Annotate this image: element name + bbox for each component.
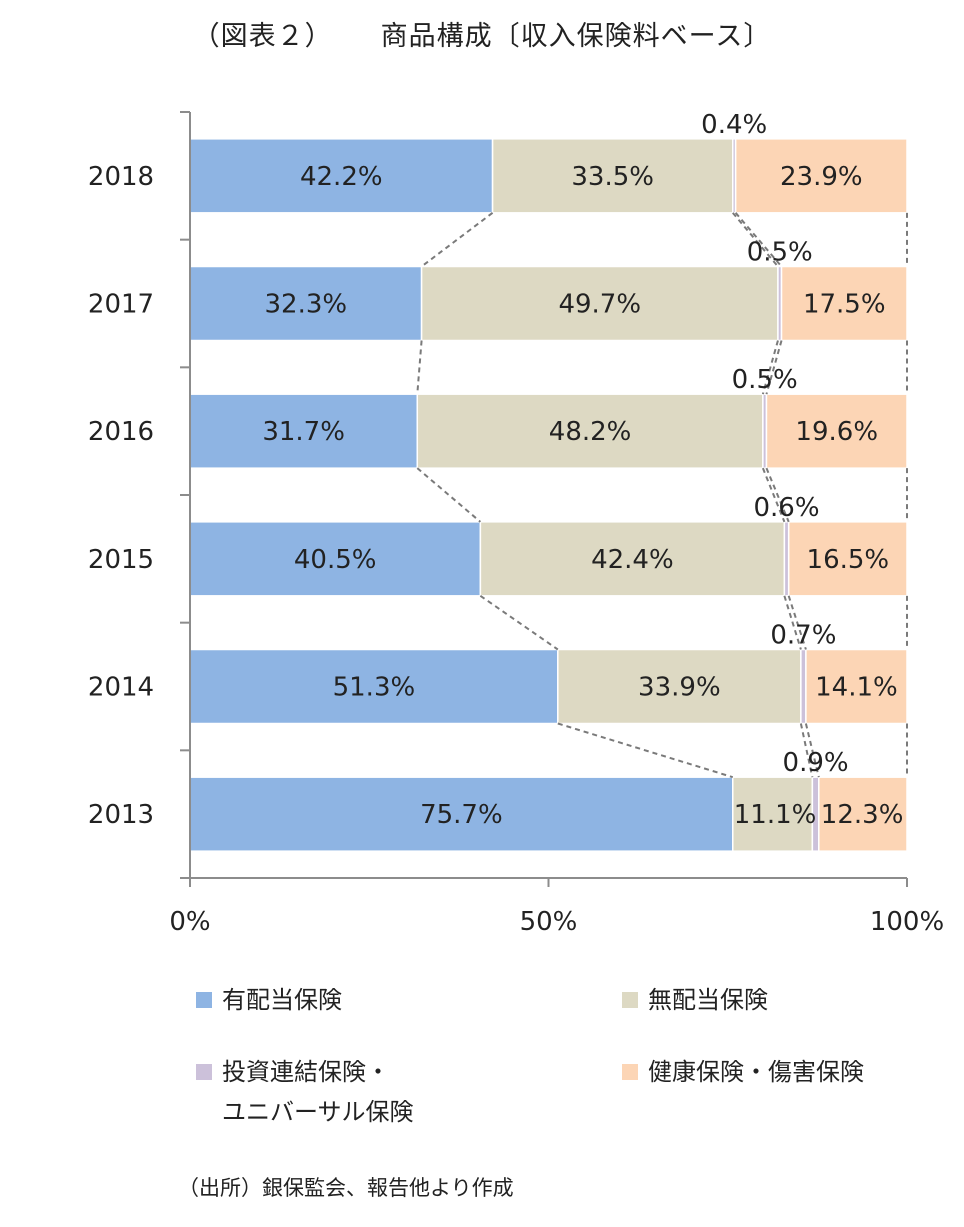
- data-label: 17.5%: [803, 290, 886, 320]
- legend-swatch-health-injury: [622, 1064, 638, 1080]
- bar-segment: [734, 138, 908, 214]
- bar-segment: [416, 393, 764, 469]
- data-label: 33.5%: [571, 162, 654, 192]
- category-label: 2018: [88, 162, 154, 192]
- series-line: [416, 467, 482, 523]
- data-label: 75.7%: [420, 800, 503, 830]
- legend-item-health-injury: 健康保険・傷害保険: [622, 1052, 864, 1092]
- data-label: 0.9%: [783, 748, 849, 778]
- bar-segment: [732, 776, 814, 852]
- data-label: 48.2%: [549, 417, 632, 447]
- bar-segment: [787, 521, 908, 597]
- series-line: [765, 467, 790, 523]
- data-label: 42.4%: [591, 545, 674, 575]
- series-line: [761, 340, 779, 395]
- series-line: [479, 595, 559, 651]
- bar-segment: [491, 138, 734, 214]
- data-label: 0.5%: [747, 238, 813, 268]
- legend-label: 有配当保険: [222, 986, 342, 1014]
- series-line: [420, 212, 494, 268]
- legend-label-line-1: 投資連結保険・: [222, 1058, 390, 1086]
- chart-title-main: 商品構成〔収入保険料ベース〕: [380, 21, 772, 52]
- data-label: 49.7%: [558, 290, 641, 320]
- bar-segment: [805, 648, 908, 725]
- series-line: [416, 340, 423, 395]
- bar-segment: [780, 265, 908, 342]
- bar-segment: [189, 776, 734, 852]
- bar-segment: [479, 521, 786, 597]
- data-label: 0.6%: [754, 493, 820, 523]
- data-label: 0.7%: [770, 621, 836, 651]
- source-note: （出所）銀保監会、報告他より作成: [178, 1176, 514, 1200]
- bar-segment: [818, 776, 908, 852]
- bar-segment: [189, 521, 482, 597]
- category-label: 2013: [88, 800, 154, 830]
- chart-title: （図表２） 商品構成〔収入保険料ベース〕: [0, 14, 964, 53]
- series-line: [783, 595, 802, 650]
- series-line: [734, 212, 783, 268]
- data-label: 19.6%: [795, 417, 878, 447]
- series-line: [804, 723, 820, 778]
- bar-segment: [189, 138, 494, 214]
- data-label: 14.1%: [815, 673, 898, 703]
- legend-item-participating: 有配当保険: [196, 980, 342, 1020]
- series-line: [787, 595, 807, 650]
- legend-swatch-investment-linked: [196, 1064, 212, 1080]
- data-label: 16.5%: [807, 545, 890, 575]
- category-label: 2017: [88, 290, 154, 320]
- legend-swatch-participating: [196, 992, 212, 1008]
- legend-label: 健康保険・傷害保険: [648, 1058, 864, 1086]
- data-label: 33.9%: [638, 673, 721, 703]
- category-label: 2015: [88, 545, 154, 575]
- legend-label-line-2: ユニバーサル保険: [222, 1098, 414, 1126]
- legend-swatch-non-participating: [622, 992, 638, 1008]
- series-line: [765, 340, 783, 395]
- x-tick-label: 100%: [870, 907, 944, 937]
- category-label: 2016: [88, 417, 154, 447]
- bar-segment: [557, 648, 802, 725]
- series-line: [761, 467, 786, 523]
- series-line: [799, 723, 814, 778]
- bar-segment: [420, 265, 779, 342]
- data-label: 40.5%: [294, 545, 377, 575]
- legend-label: 無配当保険: [648, 986, 768, 1014]
- data-label: 12.3%: [821, 800, 904, 830]
- category-label: 2014: [88, 673, 154, 703]
- data-label: 23.9%: [780, 162, 863, 192]
- bar-segment: [765, 393, 908, 469]
- legend-item-investment-linked: 投資連結保険・ ユニバーサル保険: [196, 1052, 414, 1132]
- legend-item-non-participating: 無配当保険: [622, 980, 768, 1020]
- data-label: 32.3%: [264, 290, 347, 320]
- x-tick-label: 0%: [169, 907, 210, 937]
- series-line: [732, 212, 779, 268]
- x-tick-label: 50%: [520, 907, 578, 937]
- data-label: 11.1%: [734, 800, 817, 830]
- data-label: 42.2%: [300, 162, 383, 192]
- data-label: 0.5%: [732, 365, 798, 395]
- data-label: 0.4%: [701, 110, 767, 140]
- bar-segment: [800, 648, 807, 725]
- data-label: 31.7%: [262, 417, 345, 447]
- series-line: [557, 722, 734, 779]
- bar-segment: [189, 648, 559, 725]
- chart-title-prefix: （図表２）: [192, 21, 333, 52]
- data-label: 51.3%: [333, 673, 416, 703]
